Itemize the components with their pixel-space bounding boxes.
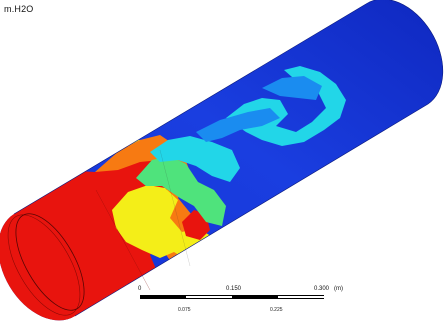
scale-bar-segment-black xyxy=(140,295,186,299)
scale-tick-1: 0.150 xyxy=(226,286,242,292)
light-blue-upper-tongue xyxy=(262,76,322,100)
scale-subtick-0: 0.075 xyxy=(178,307,191,313)
scale-unit: (m) xyxy=(334,286,343,292)
mixing-green-plume xyxy=(136,156,226,226)
variable-label: m.H2O xyxy=(4,4,34,14)
scale-bar-segment-white xyxy=(278,295,324,299)
mesh-seam-line xyxy=(95,189,151,291)
scale-bar: 0 0.150 0.300 (m) 0.075 0.225 xyxy=(136,286,346,330)
scale-tick-0: 0 xyxy=(138,286,142,292)
pipe-outline xyxy=(13,0,444,317)
scale-subtick-1: 0.225 xyxy=(270,307,283,313)
mesh-seam-line xyxy=(159,149,191,267)
scale-bar-segment-black xyxy=(232,295,278,299)
cyan-streak-lower xyxy=(150,136,240,182)
mixing-yellow-plume xyxy=(112,185,214,262)
scale-tick-2: 0.300 xyxy=(314,286,330,292)
pipe-inlet-rim xyxy=(15,213,85,311)
scale-bar-segment-white xyxy=(186,295,232,299)
pipe-inlet-cap xyxy=(7,214,81,316)
light-blue-streak xyxy=(196,108,280,142)
